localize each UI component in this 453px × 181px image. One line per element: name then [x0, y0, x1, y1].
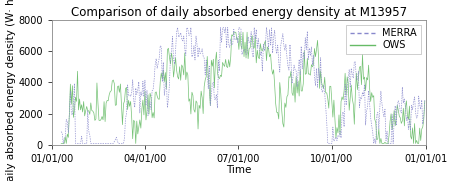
Legend: MERRA, OWS: MERRA, OWS: [347, 25, 421, 54]
Y-axis label: Daily absorbed energy density (W· h/m²): Daily absorbed energy density (W· h/m²): [5, 0, 15, 181]
X-axis label: Time: Time: [226, 165, 251, 175]
Title: Comparison of daily absorbed energy density at M13957: Comparison of daily absorbed energy dens…: [71, 6, 407, 19]
